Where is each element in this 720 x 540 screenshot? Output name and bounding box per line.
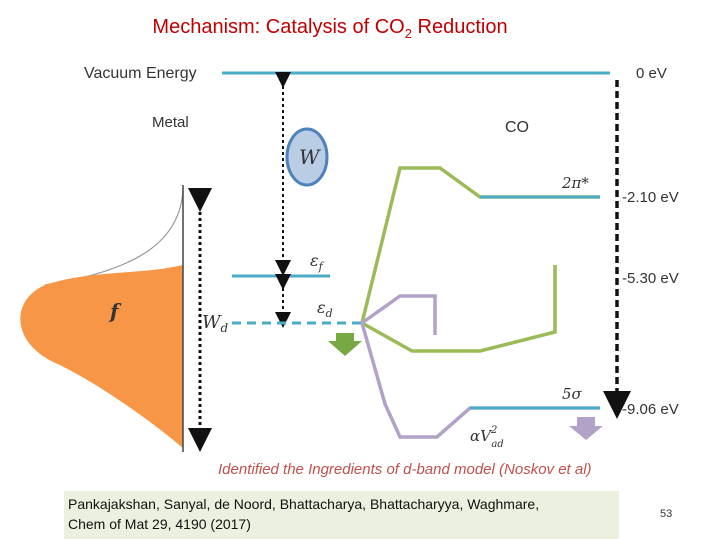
- vacuum-energy-label: Vacuum Energy: [84, 65, 197, 82]
- energy-label-0: 0 eV: [636, 65, 667, 82]
- band-width-label: Wd: [202, 312, 229, 335]
- work-function-circle: [285, 127, 329, 187]
- co-label: CO: [505, 119, 529, 136]
- 5sigma-label: 5σ: [562, 385, 583, 403]
- d-band-diagram: f Wd Vacuum Energy Metal CO W εf εd 2π* …: [20, 65, 679, 452]
- metal-label: Metal: [152, 114, 189, 131]
- energy-label-5-30: -5.30 eV: [622, 270, 679, 287]
- 2pi-label: 2π*: [561, 174, 589, 192]
- purple-shift-arrow: [569, 417, 603, 440]
- occupation-symbol: f: [108, 299, 122, 323]
- 5sigma-hybrid-shape: [360, 294, 600, 439]
- page-number: 53: [660, 508, 673, 520]
- energy-label-9-06: -9.06 eV: [622, 401, 679, 418]
- d-band-filled-shape: [20, 265, 183, 448]
- 2pi-hybrid-shape: [360, 166, 600, 353]
- citation-line-2: Chem of Mat 29, 4190 (2017): [68, 516, 251, 532]
- d-band-center-label: εd: [317, 298, 333, 320]
- coupling-label: αV2 ad: [470, 425, 504, 450]
- citation-line-1: Pankajakshan, Sanyal, de Noord, Bhattach…: [68, 496, 540, 512]
- caption: Identified the Ingredients of d-band mod…: [218, 461, 592, 478]
- citation-box: Pankajakshan, Sanyal, de Noord, Bhattach…: [64, 491, 619, 539]
- slide-title: Mechanism: Catalysis of CO2 Reduction: [152, 16, 508, 41]
- green-shift-arrow: [328, 333, 362, 356]
- energy-label-2-10: -2.10 eV: [622, 189, 679, 206]
- work-function-symbol: W: [299, 145, 321, 169]
- fermi-level-label: εf: [310, 251, 325, 273]
